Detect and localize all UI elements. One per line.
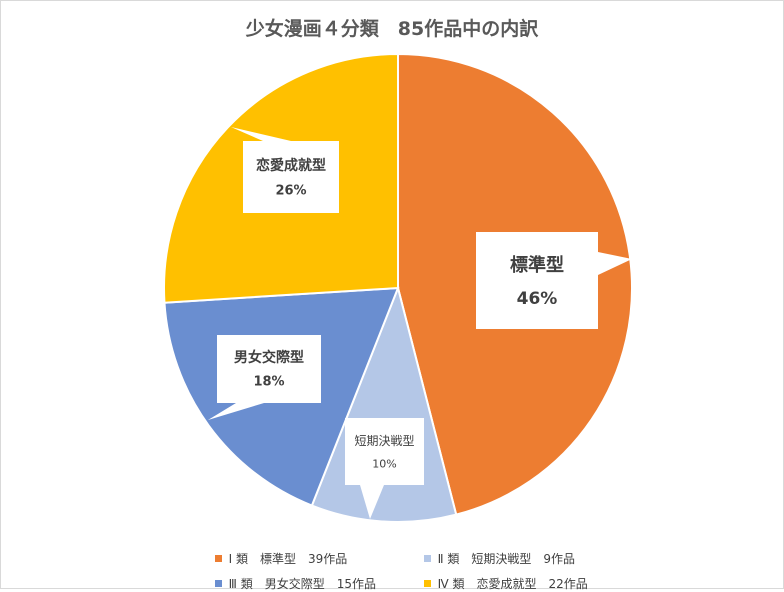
data-label-percent: 10% (372, 458, 396, 471)
data-label-percent: 26% (275, 183, 306, 198)
callout-box (345, 418, 424, 485)
data-label-percent: 18% (253, 374, 284, 389)
callout-box (243, 141, 339, 213)
data-label-category: 標準型 (510, 254, 564, 276)
callout-love-fulfilled: 恋愛成就型 26% (231, 127, 339, 213)
callout-pointer (231, 127, 291, 141)
legend-item-standard: Ⅰ 類 標準型 39作品 (207, 536, 347, 567)
data-label-category: 男女交際型 (234, 349, 304, 366)
callout-box (476, 232, 598, 329)
legend-swatch (423, 555, 431, 562)
callout-pointer (208, 403, 264, 420)
callout-standard: 標準型 46% (476, 232, 632, 329)
data-label-category: 恋愛成就型 (256, 157, 326, 174)
legend-item-short: Ⅱ 類 短期決戦型 9作品 (416, 536, 575, 567)
callout-box (217, 335, 321, 403)
legend-swatch (423, 580, 431, 587)
chart-title: 少女漫画４分類 85作品中の内訳 (245, 18, 539, 40)
legend-swatch (214, 580, 222, 587)
legend-label: Ⅱ 類 短期決戦型 9作品 (437, 552, 575, 566)
callout-pointer (360, 485, 384, 519)
callout-pointer (598, 252, 632, 275)
legend-label: Ⅳ 類 恋愛成就型 22作品 (437, 577, 588, 591)
legend-item-love: Ⅳ 類 恋愛成就型 22作品 (416, 561, 588, 592)
legend-label: Ⅲ 類 男女交際型 15作品 (228, 577, 376, 591)
legend-swatch (214, 555, 222, 562)
callout-dating: 男女交際型 18% (208, 335, 321, 420)
data-label-category: 短期決戦型 (354, 434, 414, 448)
callout-short-term: 短期決戦型 10% (345, 418, 424, 519)
legend-label: Ⅰ 類 標準型 39作品 (228, 552, 348, 566)
legend-item-dating: Ⅲ 類 男女交際型 15作品 (207, 561, 376, 592)
data-label-percent: 46% (517, 289, 558, 309)
